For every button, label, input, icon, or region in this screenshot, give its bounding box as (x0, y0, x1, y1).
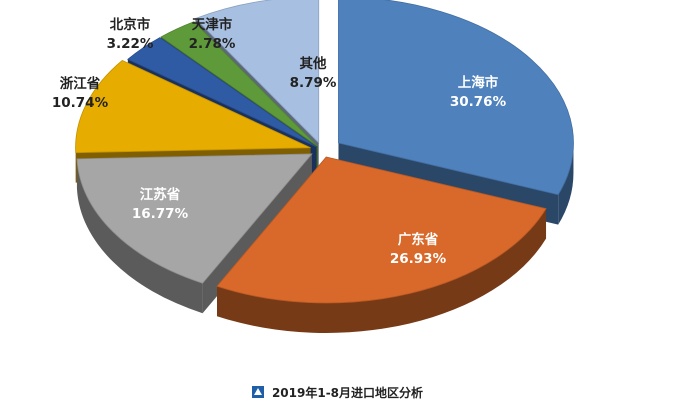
slice-top-face (75, 59, 311, 154)
slice-name: 江苏省 (140, 186, 181, 203)
slice-name: 北京市 (110, 16, 151, 33)
legend-entry: 2019年1-8月进口地区分析 (271, 385, 424, 400)
slice-top-face (194, 0, 320, 144)
legend: 2019年1-8月进口地区分析 (0, 382, 675, 402)
slice-top-face (338, 0, 574, 196)
slice-outer-wall (558, 142, 574, 225)
slice-label-1: 广东省 26.93% (390, 231, 447, 267)
slice-label-0: 上海市 30.76% (450, 74, 507, 110)
slice-label-6: 其他 8.79% (290, 55, 337, 91)
slice-percent: 10.74% (52, 95, 109, 111)
slice-name: 广东省 (398, 231, 439, 248)
slice-outer-wall (217, 208, 547, 333)
legend-swatch (251, 386, 264, 398)
slice-percent: 30.76% (450, 94, 507, 110)
slice-top-face (160, 21, 318, 147)
slice-name: 浙江省 (60, 75, 101, 92)
slice-name: 其他 (300, 55, 327, 72)
slice-label-4: 北京市 3.22% (107, 16, 154, 52)
slice-top-face (127, 37, 317, 148)
slice-outer-wall (76, 158, 203, 314)
pie-chart: 上海市 30.76% 广东省 26.93% 江苏省 16.77% 浙江省 10.74% 北京市 3… (52, 0, 574, 333)
slice-name: 上海市 (458, 74, 499, 91)
slice-percent: 3.22% (107, 36, 154, 52)
slice-top-face (216, 156, 547, 304)
pie-slice-1 (216, 156, 547, 333)
labels-layer: 上海市 30.76% 广东省 26.93% 江苏省 16.77% 浙江省 10.74% 北京市 3… (52, 16, 507, 267)
slice-percent: 8.79% (290, 75, 337, 91)
slice-top-face (76, 153, 313, 284)
slice-name: 天津市 (192, 16, 233, 33)
slice-percent: 26.93% (390, 251, 447, 267)
slices-layer (75, 0, 574, 333)
slice-percent: 2.78% (189, 36, 236, 52)
slice-label-2: 江苏省 16.77% (132, 186, 189, 222)
slice-label-5: 天津市 2.78% (189, 16, 236, 52)
slice-label-3: 浙江省 10.74% (52, 75, 109, 111)
slice-percent: 16.77% (132, 206, 189, 222)
